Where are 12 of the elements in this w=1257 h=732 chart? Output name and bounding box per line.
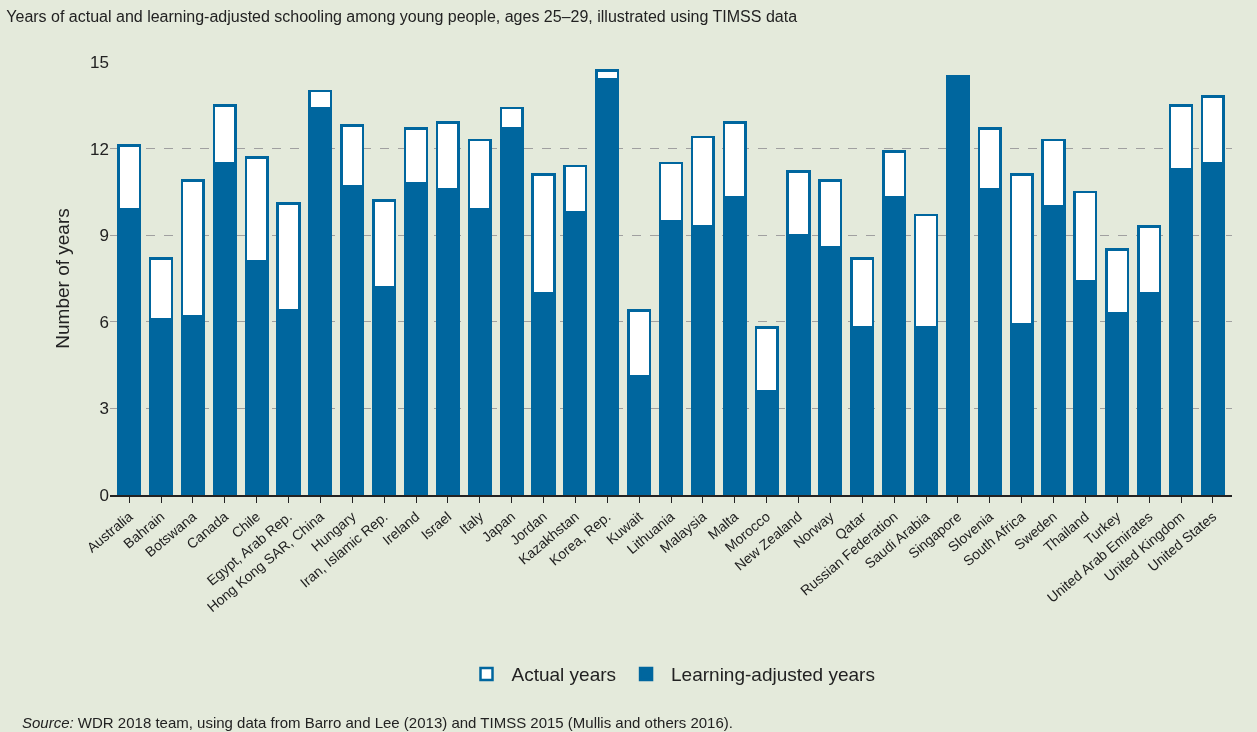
y-tick-label: 6 — [99, 312, 109, 332]
legend-label: Actual years — [511, 664, 617, 686]
y-tick-label: 3 — [99, 399, 109, 419]
source-note: Source: WDR 2018 team, using data from Barro and Lee (2013) and TIMSS 2015 (Mullis and others 2016). — [22, 714, 733, 731]
y-tick-label: 15 — [90, 52, 109, 72]
legend-label: Learning-adjusted years — [671, 664, 875, 686]
y-axis-title: Number of years — [51, 208, 73, 349]
chart-title: Years of actual and learning-adjusted schooling among young people, ages 25–29, illustrated using TIMSS data — [6, 8, 798, 26]
bar — [945, 75, 970, 495]
y-tick-label: 0 — [99, 485, 109, 505]
y-tick-label: 12 — [90, 139, 109, 159]
y-tick-label: 9 — [99, 226, 109, 246]
